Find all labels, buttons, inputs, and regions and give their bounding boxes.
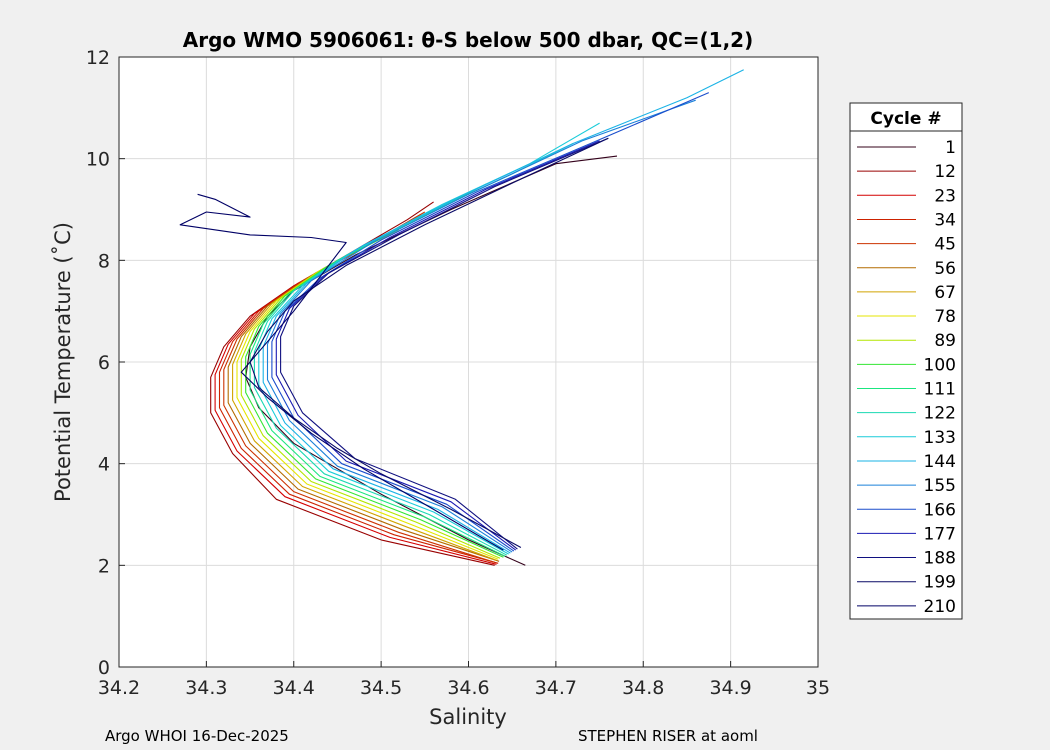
legend-label-56: 56 — [934, 259, 956, 279]
x-tick-label: 34.8 — [622, 677, 664, 699]
legend-label-78: 78 — [934, 307, 956, 327]
legend-label-122: 122 — [924, 404, 956, 424]
x-tick-label: 34.3 — [185, 677, 227, 699]
legend-title: Cycle # — [870, 109, 941, 129]
series-lines — [179, 69, 744, 566]
legend-label-199: 199 — [924, 573, 956, 593]
legend-label-67: 67 — [934, 283, 956, 303]
chart-title: Argo WMO 5906061: θ-S below 500 dbar, QC… — [183, 28, 753, 52]
footer-left: Argo WHOI 16-Dec-2025 — [105, 727, 289, 745]
series-line-cycle-177 — [275, 140, 600, 551]
x-tick-label: 34.5 — [360, 677, 402, 699]
legend-label-89: 89 — [934, 331, 956, 351]
series-line-cycle-133 — [258, 122, 600, 555]
footer-right: STEPHEN RISER at aoml — [578, 727, 758, 745]
legend-label-144: 144 — [924, 452, 956, 472]
series-line-cycle-144 — [262, 69, 744, 554]
series-line-cycle-188 — [280, 137, 609, 550]
x-tick-label: 34.7 — [535, 677, 577, 699]
y-tick-label: 10 — [86, 149, 110, 171]
legend-label-210: 210 — [924, 597, 956, 617]
series-line-cycle-89 — [240, 267, 501, 559]
y-tick-label: 2 — [98, 555, 110, 577]
legend-label-23: 23 — [934, 186, 956, 206]
legend-label-45: 45 — [934, 235, 956, 255]
y-tick-label: 0 — [98, 657, 110, 679]
x-tick-label: 35 — [806, 677, 830, 699]
legend-label-155: 155 — [924, 476, 956, 496]
legend-label-100: 100 — [924, 355, 956, 375]
x-tick-label: 34.2 — [98, 677, 140, 699]
x-axis-label: Salinity — [429, 705, 507, 729]
legend-label-133: 133 — [924, 428, 956, 448]
legend-label-34: 34 — [934, 210, 956, 230]
x-tick-labels: 34.2 34.3 34.4 34.5 34.6 34.7 34.8 34.9 35 — [98, 661, 830, 699]
series-line-cycle-100 — [245, 229, 504, 558]
legend-label-111: 111 — [924, 380, 956, 400]
legend-items: 1 12 23 34 45 56 67 78 89 100 111 122 133 144 155 166 17… — [857, 138, 956, 617]
series-line-cycle-155 — [266, 99, 696, 553]
legend-label-12: 12 — [934, 162, 956, 182]
series-line-cycle-111 — [249, 183, 506, 557]
y-tick-label: 8 — [98, 250, 110, 272]
y-tick-label: 6 — [98, 352, 110, 374]
x-tick-label: 34.6 — [447, 677, 489, 699]
y-tick-label: 4 — [98, 454, 110, 476]
legend-label-1: 1 — [945, 138, 956, 158]
y-axis-label: Potential Temperature (˚C) — [51, 222, 75, 502]
y-tick-labels: 0 2 4 6 8 10 12 — [86, 47, 125, 679]
x-tick-label: 34.9 — [709, 677, 751, 699]
series-line-cycle-166 — [271, 92, 710, 552]
y-tick-label: 12 — [86, 47, 110, 69]
series-line-cycle-122 — [253, 142, 574, 556]
legend: Cycle # 1 12 23 34 45 56 67 78 89 100 111 122 133 144… — [849, 102, 963, 620]
legend-label-166: 166 — [924, 500, 956, 520]
series-line-cycle-210 — [179, 193, 504, 551]
legend-label-177: 177 — [924, 524, 956, 544]
legend-label-188: 188 — [924, 549, 956, 569]
x-tick-label: 34.4 — [273, 677, 315, 699]
